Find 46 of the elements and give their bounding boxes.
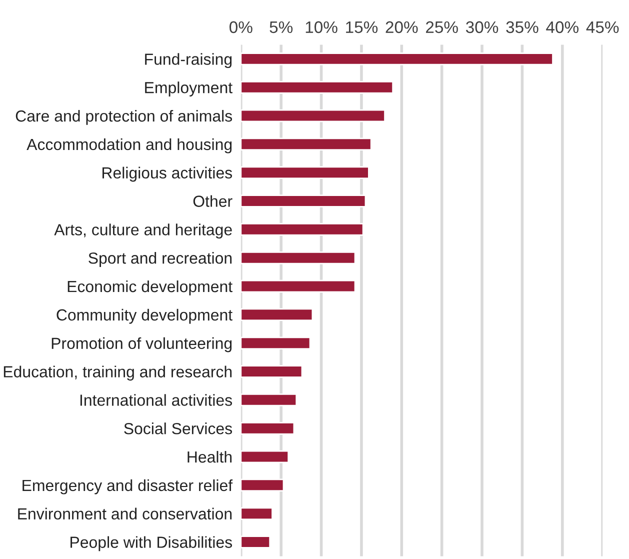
- y-tick-label: Other: [193, 195, 232, 207]
- x-tick-label: 45%: [586, 21, 619, 34]
- bar: [240, 194, 366, 208]
- x-tick-label: 25%: [426, 21, 458, 34]
- x-tick-label: 15%: [346, 21, 378, 34]
- bar: [240, 507, 273, 520]
- y-tick-label: Accommodation and housing: [26, 138, 232, 154]
- x-tick-label: 10%: [306, 21, 338, 34]
- x-tick-label: 20%: [386, 21, 418, 34]
- bar: [240, 223, 364, 236]
- bar: [240, 394, 298, 406]
- bar: [240, 365, 303, 378]
- y-tick-label: Promotion of volunteering: [52, 337, 232, 352]
- bar: [240, 536, 271, 548]
- y-tick-label: Education, training and research: [4, 366, 232, 381]
- y-tick-label: International activities: [80, 394, 232, 406]
- y-tick-label: Arts, culture and heritage: [54, 224, 232, 239]
- bar: [240, 478, 284, 492]
- y-tick-label: Environment and conservation: [18, 508, 232, 520]
- y-tick-label: Emergency and disaster relief: [22, 479, 233, 494]
- y-tick-label: Employment: [145, 82, 232, 96]
- y-tick-label: Economic development: [68, 280, 232, 296]
- x-tick-label: 35%: [506, 21, 538, 34]
- y-tick-label: Fund-raising: [145, 53, 232, 68]
- y-tick-label: Care and protection of animals: [16, 110, 232, 125]
- bar: [240, 251, 356, 264]
- bar: [240, 138, 372, 151]
- bar: [240, 80, 394, 94]
- bar: [240, 308, 314, 322]
- bar: [240, 166, 370, 179]
- bar: [240, 109, 386, 122]
- y-tick-label: Religious activities: [102, 166, 232, 182]
- x-tick-label: 30%: [466, 21, 498, 34]
- bar: [240, 450, 290, 464]
- y-tick-label: People with Disabilities: [70, 536, 232, 552]
- bar: [240, 422, 295, 435]
- y-tick-label: Health: [188, 450, 232, 463]
- x-tick-label: 0%: [230, 21, 252, 34]
- x-tick-label: 5%: [270, 21, 293, 34]
- y-tick-label: Social Services: [124, 422, 232, 434]
- x-tick-label: 40%: [546, 21, 578, 34]
- bar: [240, 336, 311, 350]
- y-tick-label: Sport and recreation: [88, 252, 232, 267]
- y-tick-label: Community development: [56, 308, 232, 324]
- bar: [240, 280, 356, 293]
- bar: [240, 52, 554, 66]
